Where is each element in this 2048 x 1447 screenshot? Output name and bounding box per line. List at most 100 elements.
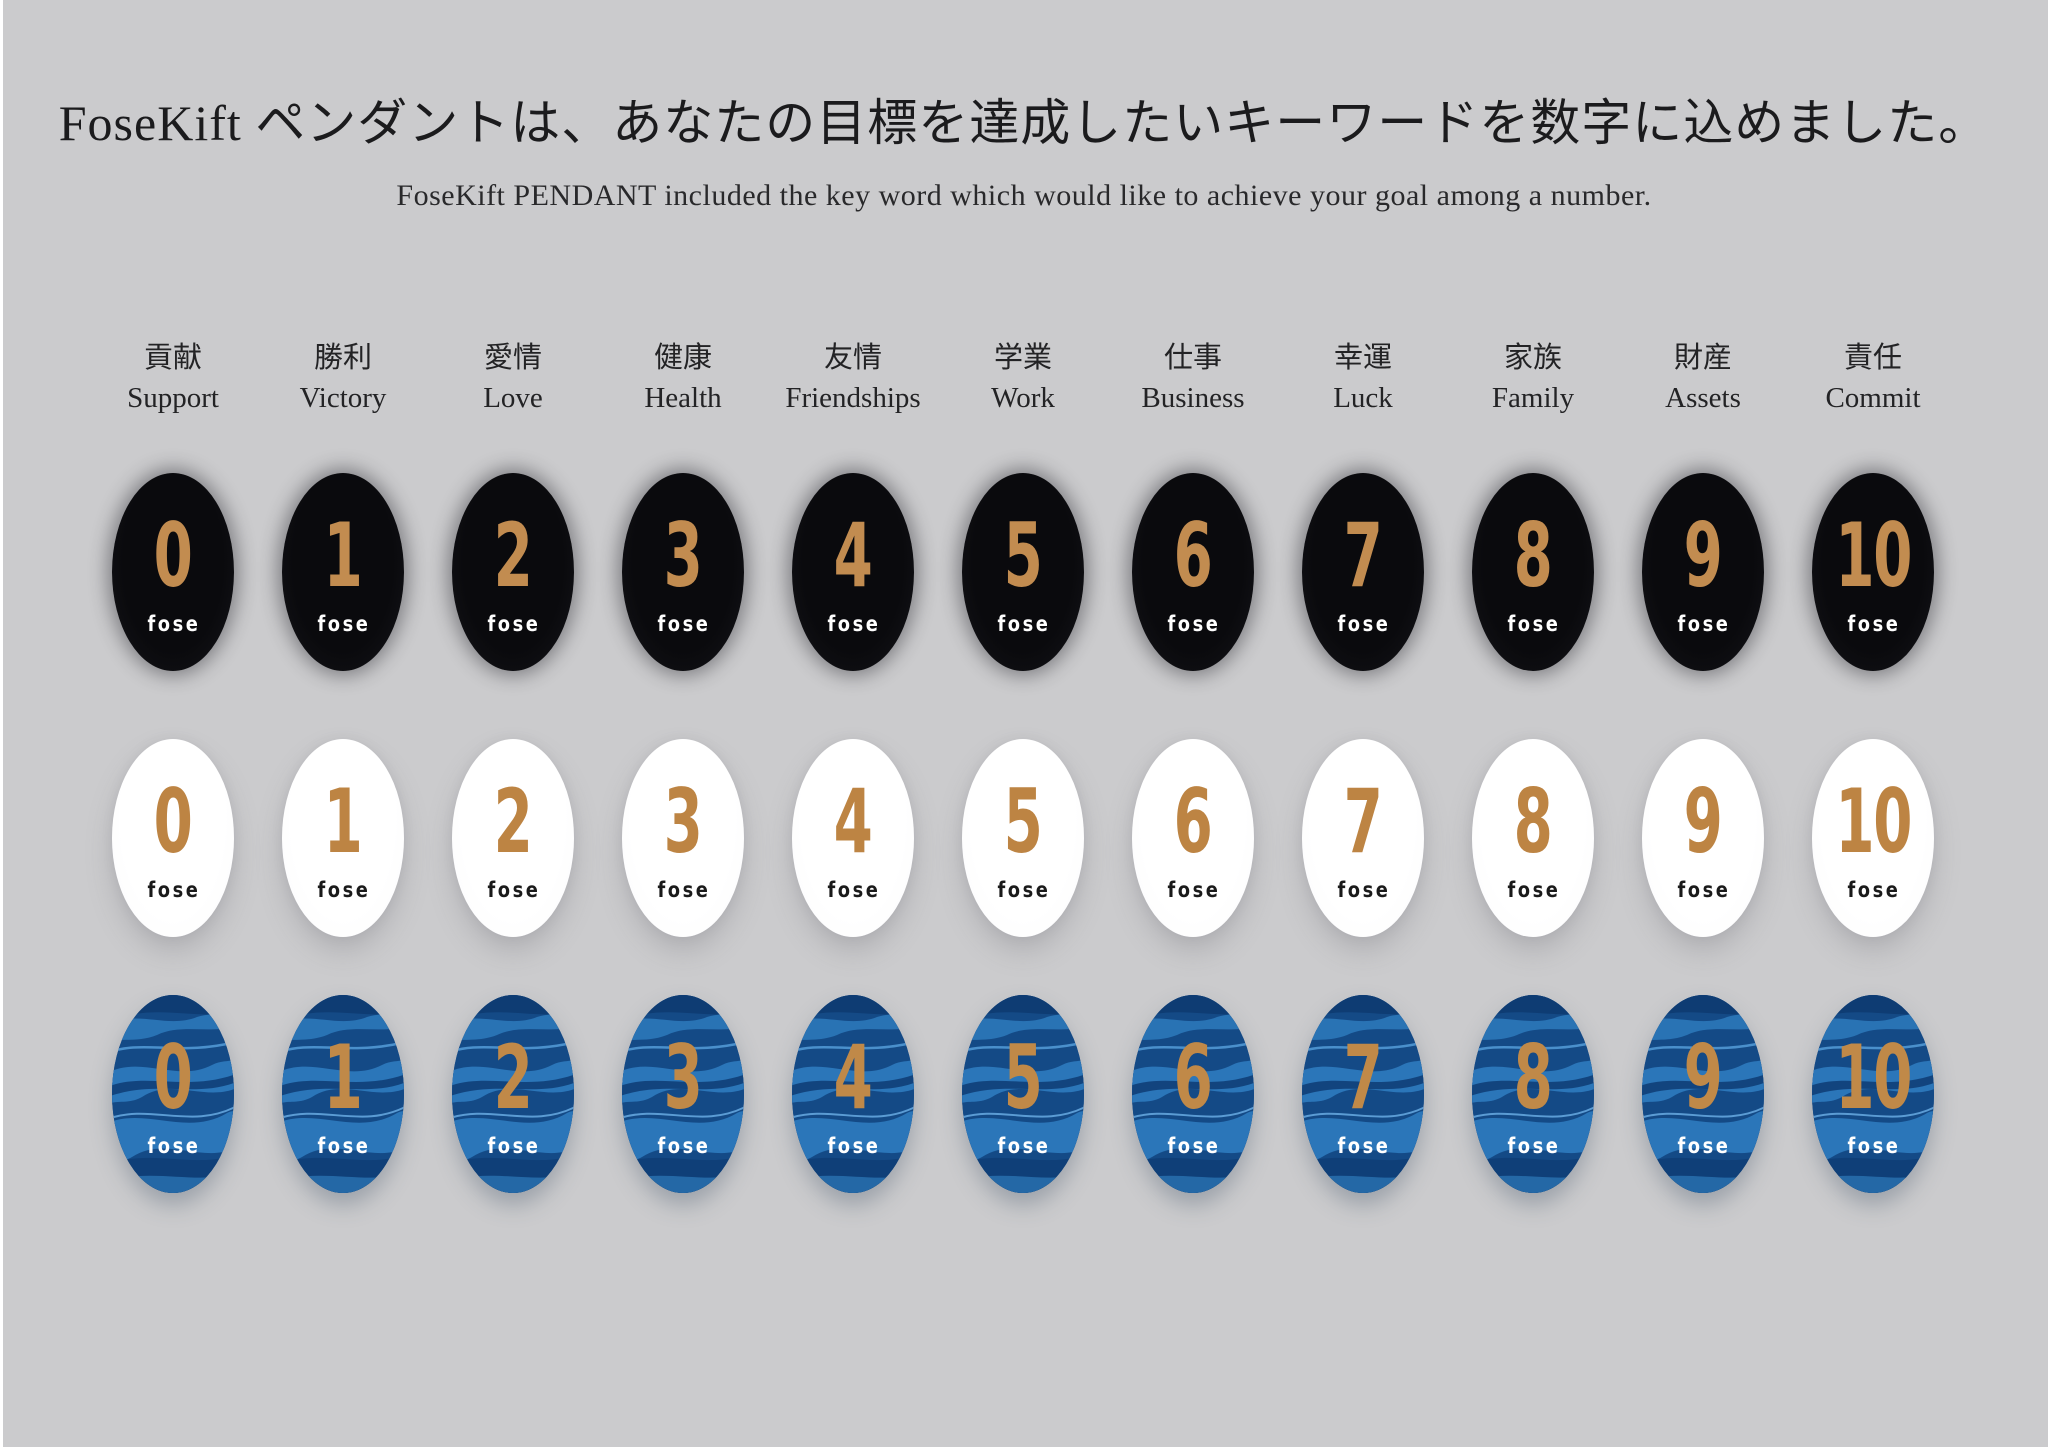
fose-wordmark: fose — [1167, 1134, 1221, 1158]
kanji-label: 勝利 — [313, 342, 372, 374]
fose-wordmark: fose — [1507, 1134, 1561, 1158]
pendant-number: 9 — [1684, 770, 1723, 873]
pendant-white-1: 1 fose — [282, 739, 404, 937]
pendant-blue-3: 3 fose — [622, 995, 744, 1193]
pendant-number: 10 — [1835, 1026, 1912, 1129]
pendant-white-9: 9 fose — [1642, 739, 1764, 937]
pendant-blue-6: 6 fose — [1132, 995, 1254, 1193]
pendant-white-0: 0 fose — [112, 739, 234, 937]
pendant-cell: 6 fose — [1108, 995, 1278, 1193]
pendant-number: 10 — [1835, 770, 1912, 873]
pendant-cell: 2 fose — [428, 739, 598, 937]
pendant-number: 3 — [664, 770, 703, 873]
fose-wordmark: fose — [1337, 1134, 1391, 1158]
page-title: FoseKift ペンダントは、あなたの目標を達成したいキーワードを数字に込めま… — [58, 95, 1990, 151]
pendant-white-4: 4 fose — [792, 739, 914, 937]
pendant-black-10: 10 fose — [1812, 473, 1934, 671]
fose-wordmark: fose — [487, 1134, 541, 1158]
pendant-white-8: 8 fose — [1472, 739, 1594, 937]
kanji-label: 仕事 — [1163, 342, 1222, 374]
pendant-black-6: 6 fose — [1132, 473, 1254, 671]
pendant-number: 6 — [1174, 770, 1213, 873]
pendant-white-3: 3 fose — [622, 739, 744, 937]
pendant-cell: 1 fose — [258, 739, 428, 937]
pendant-number: 0 — [154, 1026, 193, 1129]
column-label-friendships: 友情 Friendships — [768, 338, 938, 418]
page-subtitle: FoseKift PENDANT included the key word w… — [396, 179, 1652, 212]
fose-wordmark: fose — [997, 1134, 1051, 1158]
pendant-number: 4 — [834, 504, 873, 607]
pendant-cell: 10 fose — [1788, 995, 1958, 1193]
fose-wordmark: fose — [657, 878, 711, 902]
pendant-number: 5 — [1004, 504, 1043, 607]
pendant-number: 8 — [1514, 1026, 1553, 1129]
pendant-number: 0 — [154, 770, 193, 873]
pendant-blue-2: 2 fose — [452, 995, 574, 1193]
kanji-label: 貢献 — [143, 342, 202, 374]
fose-wordmark: fose — [827, 1134, 881, 1158]
pendant-white-7: 7 fose — [1302, 739, 1424, 937]
pendant-number: 9 — [1684, 1026, 1723, 1129]
pendant-cell: 5 fose — [938, 739, 1108, 937]
pendant-cell: 5 fose — [938, 473, 1108, 671]
pendant-cell: 3 fose — [598, 995, 768, 1193]
column-label-business: 仕事 Business — [1108, 338, 1278, 418]
pendant-black-2: 2 fose — [452, 473, 574, 671]
pendant-cell: 0 fose — [88, 739, 258, 937]
pendant-cell: 1 fose — [258, 473, 428, 671]
pendant-cell: 9 fose — [1618, 995, 1788, 1193]
pendant-cell: 9 fose — [1618, 473, 1788, 671]
pendant-cell: 6 fose — [1108, 739, 1278, 937]
pendant-number: 3 — [664, 504, 703, 607]
english-label: Family — [1491, 382, 1575, 414]
column-label-support: 貢献 Support — [88, 338, 258, 418]
column-label-love: 愛情 Love — [428, 338, 598, 418]
fose-wordmark: fose — [317, 612, 371, 636]
fose-wordmark: fose — [827, 612, 881, 636]
pendant-number: 9 — [1684, 504, 1723, 607]
pendant-number: 7 — [1344, 504, 1383, 607]
column-label-work: 学業 Work — [938, 338, 1108, 418]
fose-wordmark: fose — [1677, 612, 1731, 636]
pendant-cell: 4 fose — [768, 995, 938, 1193]
column-label-victory: 勝利 Victory — [258, 338, 428, 418]
fose-wordmark: fose — [1167, 612, 1221, 636]
pendant-cell: 1 fose — [258, 995, 428, 1193]
fose-wordmark: fose — [1337, 612, 1391, 636]
kanji-label: 財産 — [1673, 342, 1732, 374]
english-label: Friendships — [785, 382, 921, 414]
pendant-number: 5 — [1004, 1026, 1043, 1129]
pendant-number: 6 — [1174, 1026, 1213, 1129]
pendant-black-9: 9 fose — [1642, 473, 1764, 671]
pendant-number: 2 — [494, 770, 533, 873]
pendant-cell: 2 fose — [428, 473, 598, 671]
pendant-number: 7 — [1344, 1026, 1383, 1129]
pendant-number: 1 — [324, 770, 363, 873]
fose-wordmark: fose — [1847, 878, 1901, 902]
pendant-cell: 3 fose — [598, 739, 768, 937]
pendant-cell: 8 fose — [1448, 739, 1618, 937]
fose-wordmark: fose — [1677, 878, 1731, 902]
pendant-blue-1: 1 fose — [282, 995, 404, 1193]
fose-wordmark: fose — [147, 1134, 201, 1158]
pendant-cell: 0 fose — [88, 995, 258, 1193]
pendant-blue-4: 4 fose — [792, 995, 914, 1193]
fose-wordmark: fose — [827, 878, 881, 902]
pendant-number: 1 — [324, 1026, 363, 1129]
kanji-label: 愛情 — [483, 342, 542, 374]
fose-wordmark: fose — [487, 612, 541, 636]
kanji-label: 家族 — [1503, 342, 1562, 374]
pendant-number: 5 — [1004, 770, 1043, 873]
column-label-commit: 責任 Commit — [1788, 338, 1958, 418]
pendant-number: 8 — [1514, 504, 1553, 607]
pendant-cell: 10 fose — [1788, 473, 1958, 671]
pendant-black-5: 5 fose — [962, 473, 1084, 671]
pendant-cell: 2 fose — [428, 995, 598, 1193]
pendant-cell: 7 fose — [1278, 995, 1448, 1193]
pendant-white-2: 2 fose — [452, 739, 574, 937]
fose-wordmark: fose — [997, 878, 1051, 902]
fose-wordmark: fose — [1847, 1134, 1901, 1158]
pendant-number: 4 — [834, 770, 873, 873]
fose-wordmark: fose — [1507, 612, 1561, 636]
pendant-cell: 5 fose — [938, 995, 1108, 1193]
